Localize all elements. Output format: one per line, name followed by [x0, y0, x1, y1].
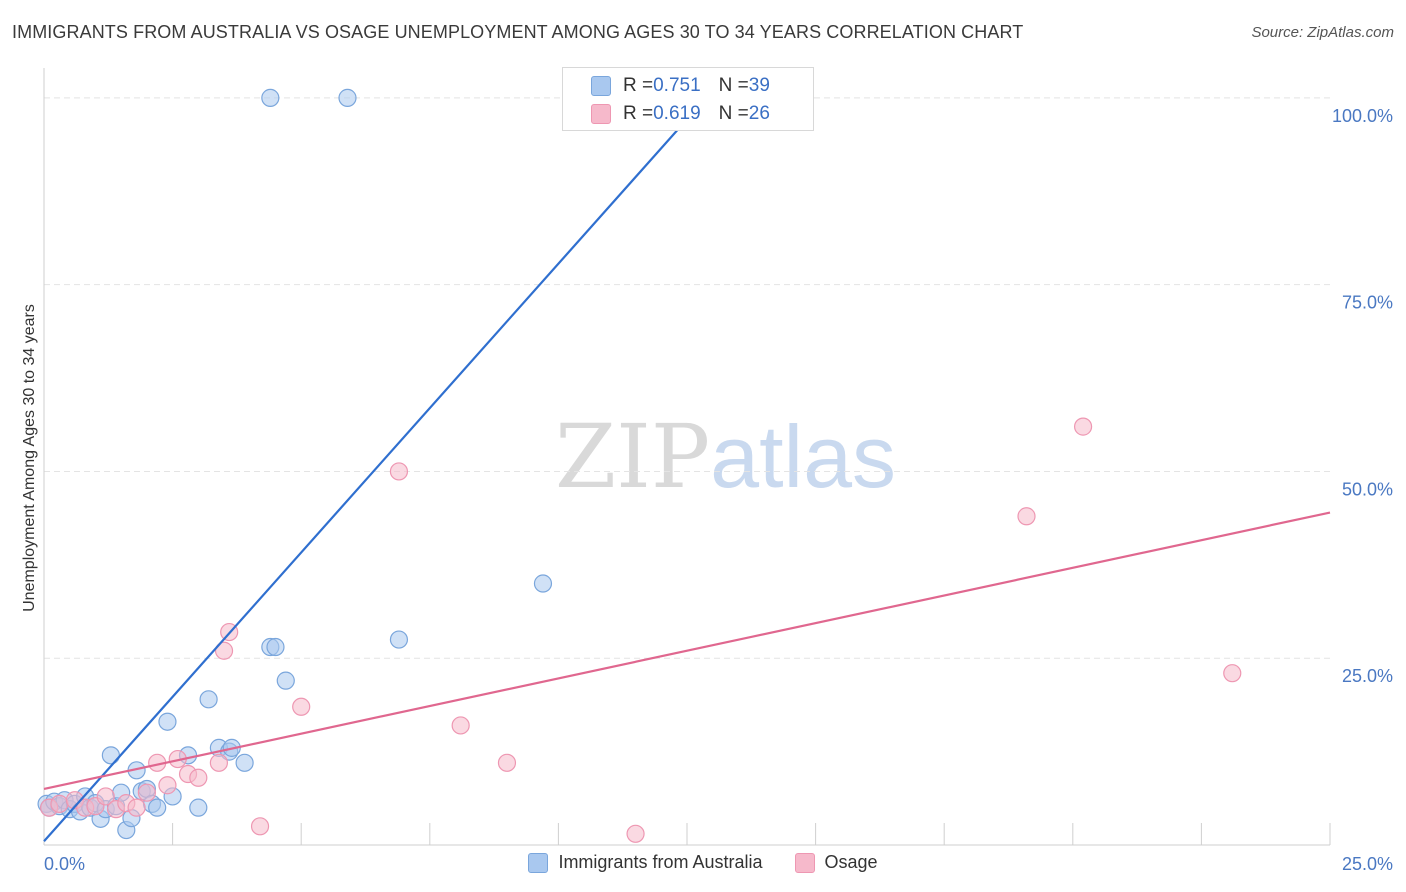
data-point-osage	[250, 817, 270, 836]
stats-r-label: R =	[623, 75, 654, 96]
legend-swatch-osage	[794, 852, 815, 873]
data-point-osage	[127, 798, 146, 817]
data-point-australia	[148, 798, 167, 817]
trend-line-australia	[43, 89, 714, 842]
source-label: Source: ZipAtlas.com	[1251, 24, 1394, 41]
data-point-australia	[189, 798, 208, 817]
data-point-osage	[389, 462, 409, 481]
data-point-osage	[50, 794, 69, 814]
data-point-australia	[276, 671, 295, 690]
x-tick-label: 25.0%	[1342, 854, 1393, 874]
trend-line-osage	[43, 511, 1331, 791]
stats-r-label: R =	[623, 103, 654, 124]
data-point-australia	[235, 753, 254, 772]
data-point-osage	[158, 776, 177, 795]
data-point-osage	[497, 753, 517, 772]
stats-r-value: 0.619	[653, 103, 701, 124]
data-point-australia	[199, 690, 218, 709]
data-point-australia	[101, 746, 120, 765]
legend-swatch-australia	[528, 852, 549, 873]
stats-n-label: N =	[718, 103, 749, 124]
data-point-australia	[266, 637, 285, 657]
y-tick-label: 50.0%	[1342, 479, 1393, 499]
data-point-australia	[158, 712, 177, 731]
stats-swatch-australia	[591, 76, 611, 96]
x-tick-label: 0.0%	[44, 854, 85, 874]
y-tick-label: 25.0%	[1342, 666, 1393, 686]
stats-box: R = 0.751 N = 39 R = 0.619 N = 26	[562, 67, 814, 131]
stats-r-value: 0.751	[653, 75, 701, 96]
stats-n-value: 39	[748, 75, 770, 96]
data-point-australia	[389, 630, 409, 649]
data-point-osage	[189, 768, 208, 787]
y-axis-label: Unemployment Among Ages 30 to 34 years	[21, 304, 38, 612]
data-point-osage	[1017, 507, 1036, 526]
stats-row-australia: R = 0.751 N = 39	[591, 72, 770, 100]
data-point-osage	[137, 783, 156, 802]
stats-n-label: N =	[718, 75, 749, 96]
data-point-osage	[209, 753, 228, 772]
chart-title: IMMIGRANTS FROM AUSTRALIA VS OSAGE UNEMP…	[12, 22, 1024, 42]
data-point-osage	[626, 824, 645, 843]
data-point-osage	[1223, 664, 1242, 683]
legend-item-australia[interactable]: Immigrants from Australia	[528, 852, 763, 873]
y-tick-label: 75.0%	[1342, 293, 1393, 313]
legend: Immigrants from Australia Osage	[0, 852, 1406, 873]
legend-item-osage[interactable]: Osage	[794, 852, 878, 873]
data-point-osage	[96, 787, 115, 806]
legend-label-australia: Immigrants from Australia	[558, 852, 763, 872]
data-point-australia	[261, 88, 280, 107]
data-point-osage	[214, 641, 234, 660]
legend-label-osage: Osage	[824, 852, 878, 872]
data-point-osage	[451, 716, 470, 735]
y-tick-label: 100.0%	[1332, 106, 1393, 126]
data-point-osage	[1073, 417, 1093, 436]
data-point-australia	[533, 574, 553, 593]
stats-swatch-osage	[591, 104, 611, 124]
stats-n-value: 26	[748, 103, 770, 124]
stats-row-osage: R = 0.619 N = 26	[591, 100, 770, 128]
data-point-osage	[292, 697, 311, 716]
data-point-australia	[338, 88, 357, 107]
